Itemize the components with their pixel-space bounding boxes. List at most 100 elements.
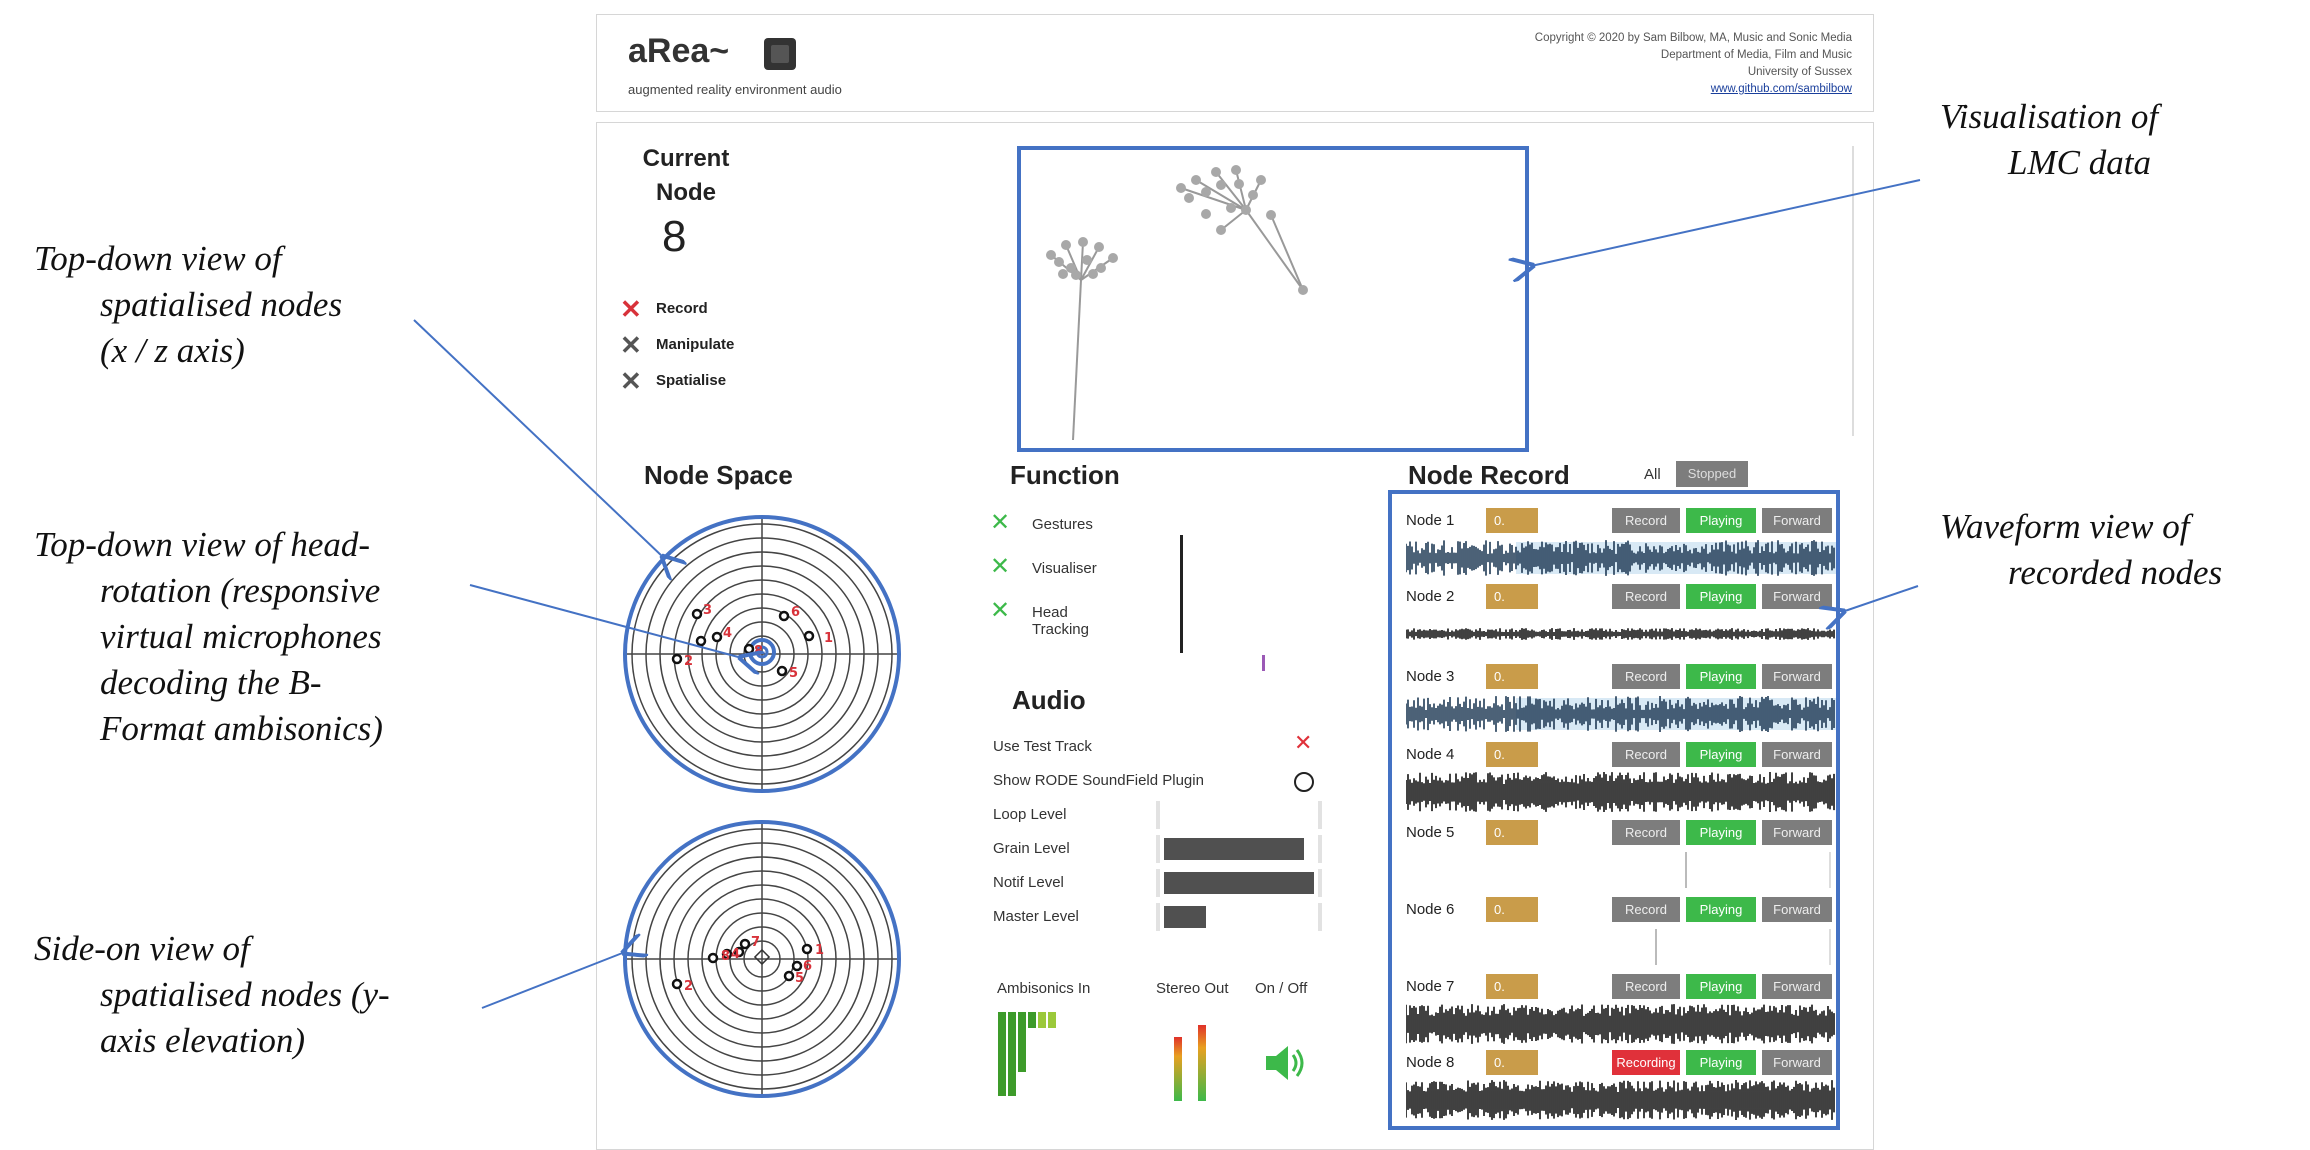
callout-line: Visualisation of <box>1940 97 2159 136</box>
playing-button[interactable]: Playing <box>1686 820 1756 845</box>
check-x-icon: ✕ <box>990 597 1011 624</box>
filter-stopped-tab[interactable]: Stopped <box>1676 461 1748 487</box>
record-button[interactable]: Record <box>1612 820 1680 845</box>
visualiser-scrollbar[interactable] <box>1852 146 1854 436</box>
stereo-meter-bars <box>1174 1025 1206 1101</box>
grain-level-slider[interactable] <box>1156 835 1322 863</box>
node-value-field[interactable]: 0. <box>1486 742 1538 767</box>
sideon-node-view[interactable]: 7 4 8 1 6 5 2 <box>623 820 901 1098</box>
node-value-field[interactable]: 0. <box>1486 897 1538 922</box>
playing-button[interactable]: Playing <box>1686 742 1756 767</box>
node-label-sideon: 6 <box>803 959 812 974</box>
node-label-topdown: 2 <box>684 654 693 669</box>
node-value-field[interactable]: 0. <box>1486 584 1538 609</box>
node-value-field[interactable]: 0. <box>1486 1050 1538 1075</box>
forward-button[interactable]: Forward <box>1762 897 1832 922</box>
callout-line: axis elevation) <box>100 1021 306 1060</box>
slider-fill <box>1164 872 1314 894</box>
node-waveform[interactable] <box>1406 927 1836 967</box>
function-label: Head Tracking <box>1032 604 1089 638</box>
audio-title: Audio <box>1012 685 1086 715</box>
function-label: Visualiser <box>1032 560 1097 577</box>
forward-button[interactable]: Forward <box>1762 820 1832 845</box>
node-value-field[interactable]: 0. <box>1486 974 1538 999</box>
mode-label: Manipulate <box>656 336 735 353</box>
forward-button[interactable]: Forward <box>1762 584 1832 609</box>
callout-lmc: Visualisation of LMC data <box>1940 94 2270 186</box>
record-button[interactable]: Record <box>1612 897 1680 922</box>
node-waveform[interactable] <box>1406 850 1836 890</box>
waveform-graphic <box>1685 852 1831 888</box>
notif-level-slider[interactable] <box>1156 869 1322 897</box>
record-button[interactable]: Record <box>1612 584 1680 609</box>
callout-line: rotation (responsive <box>100 571 381 610</box>
slider-fill <box>1164 906 1206 928</box>
current-node-title: Current Node <box>636 145 736 207</box>
master-level-slider[interactable] <box>1156 903 1322 931</box>
ambisonics-in-label: Ambisonics In <box>997 980 1091 997</box>
playing-button[interactable]: Playing <box>1686 974 1756 999</box>
master-level-label: Master Level <box>993 908 1079 925</box>
record-button[interactable]: Recording <box>1612 1050 1680 1075</box>
test-track-toggle-icon[interactable]: ✕ <box>1294 730 1313 755</box>
node-value-field[interactable]: 0. <box>1486 508 1538 533</box>
node-value-field[interactable]: 0. <box>1486 664 1538 689</box>
forward-button[interactable]: Forward <box>1762 742 1832 767</box>
node-waveform[interactable] <box>1405 538 1836 578</box>
callout-sideon: Side-on view of spatialised nodes (y- ax… <box>34 926 494 1064</box>
playing-button[interactable]: Playing <box>1686 664 1756 689</box>
record-button[interactable]: Record <box>1612 508 1680 533</box>
lmc-visualiser <box>1017 146 1529 452</box>
forward-button[interactable]: Forward <box>1762 664 1832 689</box>
x-icon: ✕ <box>620 366 642 396</box>
node-value-field[interactable]: 0. <box>1486 820 1538 845</box>
playing-button[interactable]: Playing <box>1686 897 1756 922</box>
node-name: Node 4 <box>1406 746 1455 763</box>
node-waveform[interactable] <box>1405 1080 1836 1120</box>
speaker-icon-glyph <box>1266 1046 1304 1080</box>
node-waveform[interactable] <box>1405 614 1836 654</box>
node-label-topdown: 8 <box>754 644 763 659</box>
x-icon: ✕ <box>620 330 642 360</box>
app-status-icon[interactable] <box>764 38 796 70</box>
on-off-label: On / Off <box>1255 980 1308 997</box>
callout-head-rotation: Top-down view of head- rotation (respons… <box>34 522 494 752</box>
waveform-graphic <box>1655 929 1831 965</box>
waveform-graphic <box>1405 1080 1835 1120</box>
node-name: Node 2 <box>1406 588 1455 605</box>
speaker-icon[interactable] <box>1262 1040 1308 1086</box>
app-title: aRea~ <box>628 32 730 70</box>
forward-button[interactable]: Forward <box>1762 508 1832 533</box>
github-link[interactable]: www.github.com/sambilbow <box>1710 83 1852 95</box>
node-label-topdown: 6 <box>791 605 800 620</box>
grain-level-label: Grain Level <box>993 840 1070 857</box>
node-name: Node 3 <box>1406 668 1455 685</box>
playing-button[interactable]: Playing <box>1686 508 1756 533</box>
node-label-sideon: 2 <box>684 979 693 994</box>
loop-level-slider[interactable] <box>1156 801 1322 829</box>
forward-button[interactable]: Forward <box>1762 974 1832 999</box>
record-button[interactable]: Record <box>1612 664 1680 689</box>
rode-plugin-toggle-icon[interactable] <box>1294 772 1314 792</box>
node-waveform[interactable] <box>1405 1004 1836 1044</box>
forward-button[interactable]: Forward <box>1762 1050 1832 1075</box>
copyright-line: University of Sussex <box>1747 66 1852 78</box>
function-title: Function <box>1010 460 1120 490</box>
lmc-hand-skeleton <box>1046 165 1308 441</box>
waveform-graphic <box>1405 540 1836 576</box>
topdown-node-view[interactable]: 3 4 6 1 2 8 5 <box>623 515 901 793</box>
waveform-graphic <box>1405 628 1835 640</box>
topdown-radar: 3 4 6 1 2 8 5 <box>627 519 897 789</box>
waveform-graphic <box>1405 1004 1835 1044</box>
node-label-topdown: 5 <box>789 666 798 681</box>
record-button[interactable]: Record <box>1612 742 1680 767</box>
app-subtitle: augmented reality environment audio <box>628 82 842 97</box>
show-rode-plugin-label: Show RODE SoundField Plugin <box>993 772 1204 789</box>
node-waveform[interactable] <box>1405 772 1836 812</box>
callout-line: Side-on view of <box>34 929 250 968</box>
node-waveform[interactable] <box>1405 694 1836 734</box>
record-button[interactable]: Record <box>1612 974 1680 999</box>
filter-all-tab[interactable]: All <box>1644 466 1661 483</box>
playing-button[interactable]: Playing <box>1686 584 1756 609</box>
playing-button[interactable]: Playing <box>1686 1050 1756 1075</box>
